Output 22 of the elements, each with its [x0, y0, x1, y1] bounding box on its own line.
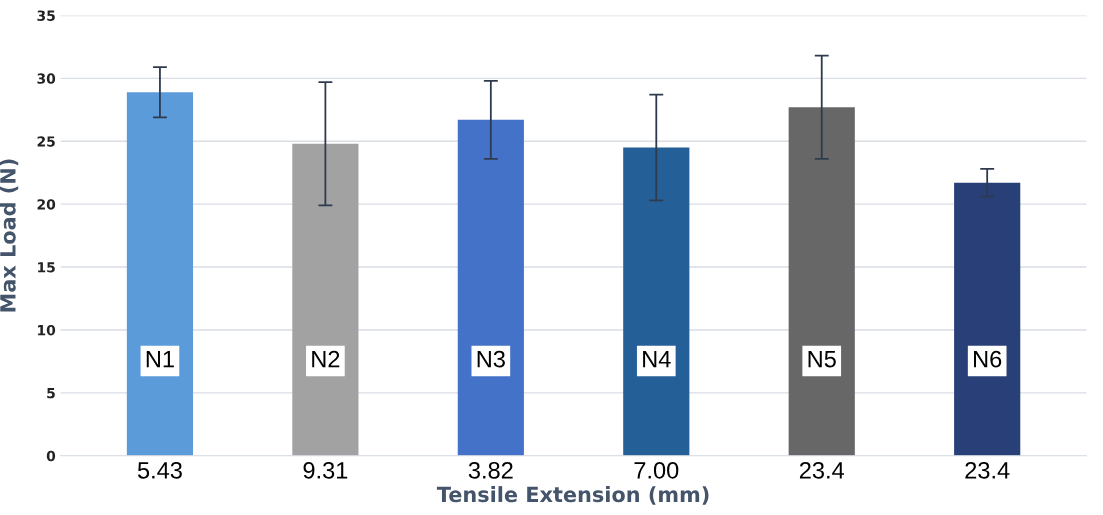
annotation: N6 [974, 350, 1002, 368]
y-tick-label: 20 [37, 199, 56, 210]
x-tick-label: 23.4 [799, 461, 845, 479]
annotation: N1 [146, 350, 174, 368]
annotation: N2 [312, 350, 340, 368]
y-tick-label: 35 [37, 10, 55, 21]
annotation: N4 [643, 350, 671, 368]
y-axis-title: Max Load (N) [0, 159, 19, 312]
x-tick-label: 3.82 [468, 461, 513, 479]
x-tick-label: 23.4 [965, 461, 1010, 479]
annotation: N3 [477, 350, 505, 368]
y-tick-label: 5 [47, 388, 55, 399]
x-tick-label: 9.31 [303, 461, 348, 479]
y-tick-label: 10 [38, 324, 56, 336]
y-tick-label: 15 [38, 262, 55, 273]
x-tick-label: 7.00 [634, 461, 679, 479]
y-tick-label: 25 [37, 136, 55, 147]
y-tick-label: 0 [46, 450, 56, 462]
y-tick-label: 30 [37, 73, 56, 84]
annotation: N5 [808, 350, 836, 368]
x-axis-title: Tensile Extension (mm) [436, 486, 709, 505]
x-tick-label: 5.43 [137, 461, 182, 479]
